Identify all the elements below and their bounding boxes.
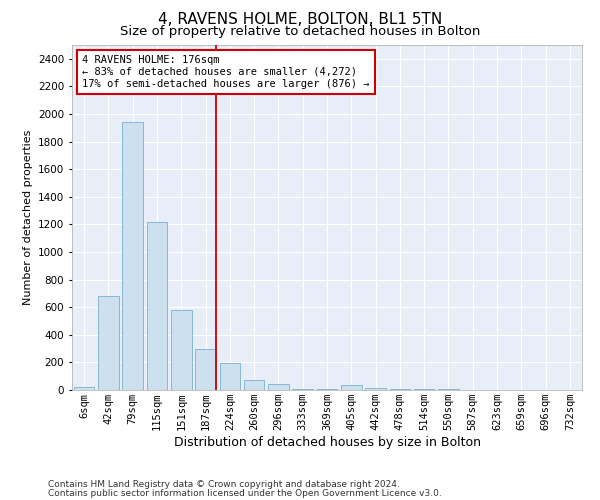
Bar — [244, 380, 265, 390]
Bar — [292, 388, 313, 390]
Bar — [365, 388, 386, 390]
Text: Contains public sector information licensed under the Open Government Licence v3: Contains public sector information licen… — [48, 488, 442, 498]
Bar — [268, 384, 289, 390]
Bar — [220, 363, 240, 390]
Bar — [122, 122, 143, 390]
Bar — [98, 296, 119, 390]
X-axis label: Distribution of detached houses by size in Bolton: Distribution of detached houses by size … — [173, 436, 481, 449]
Text: Size of property relative to detached houses in Bolton: Size of property relative to detached ho… — [120, 25, 480, 38]
Text: Contains HM Land Registry data © Crown copyright and database right 2024.: Contains HM Land Registry data © Crown c… — [48, 480, 400, 489]
Bar — [195, 348, 216, 390]
Text: 4 RAVENS HOLME: 176sqm
← 83% of detached houses are smaller (4,272)
17% of semi-: 4 RAVENS HOLME: 176sqm ← 83% of detached… — [82, 56, 370, 88]
Text: 4, RAVENS HOLME, BOLTON, BL1 5TN: 4, RAVENS HOLME, BOLTON, BL1 5TN — [158, 12, 442, 28]
Bar — [146, 222, 167, 390]
Bar — [341, 385, 362, 390]
Y-axis label: Number of detached properties: Number of detached properties — [23, 130, 32, 305]
Bar — [74, 387, 94, 390]
Bar — [171, 310, 191, 390]
